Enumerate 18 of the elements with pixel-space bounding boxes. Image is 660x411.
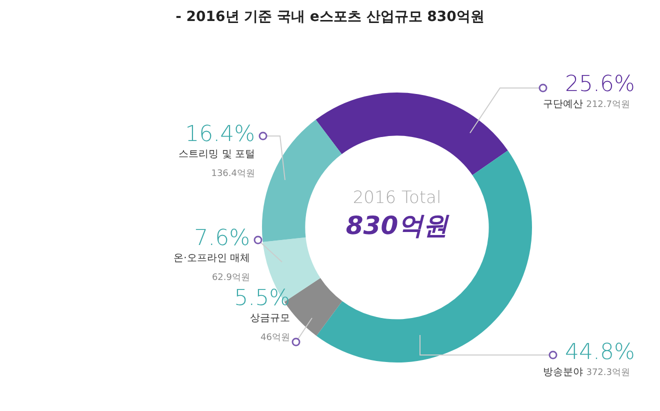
text: 2016 Total <box>352 188 442 208</box>
text: 5.5% <box>234 286 290 311</box>
slice-label: 스트리밍 및 포털 <box>178 149 255 160</box>
data-label: 136.4억원 <box>211 169 255 179</box>
slice-label: 구단예산 <box>543 99 584 110</box>
chart-title: - 2016년 기준 국내 e스포츠 산업규모 830억원 <box>174 8 486 26</box>
text: 44.8% <box>565 340 635 365</box>
data-label: 62.9억원 <box>212 273 250 283</box>
slice-label: 온·오프라인 매체 <box>174 253 250 264</box>
data-label: 212.7억원 <box>586 100 630 110</box>
text: 830억원 <box>344 210 450 242</box>
data-label: 46억원 <box>260 333 290 343</box>
text: 25.6% <box>565 72 635 97</box>
slice-label: 방송분야 <box>543 367 584 378</box>
data-label: 372.3억원 <box>586 368 630 378</box>
text: 7.6% <box>194 226 250 251</box>
slice-label: 상금규모 <box>250 313 290 324</box>
text: 16.4% <box>185 122 255 147</box>
